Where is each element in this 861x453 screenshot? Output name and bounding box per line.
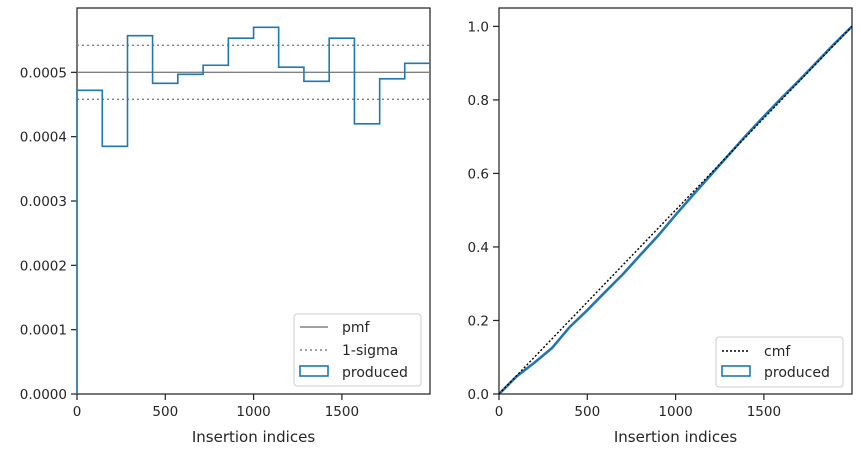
produced-cumulative-line [498, 25, 853, 395]
y-tick-label: 0.0003 [20, 194, 67, 210]
y-tick-label: 0.0001 [20, 323, 67, 339]
x-axis-label: Insertion indices [614, 428, 737, 446]
legend-produced-swatch [721, 365, 751, 377]
produced-histogram [76, 26, 430, 394]
x-tick-label: 1000 [236, 404, 270, 420]
y-tick-label: 0.2 [468, 313, 489, 329]
y-tick-label: 0.4 [468, 240, 489, 256]
y-tick-label: 0.0 [468, 387, 489, 403]
y-tick-label: 0.0002 [20, 258, 67, 274]
x-tick-label: 500 [574, 404, 600, 420]
x-tick-label: 1000 [658, 404, 692, 420]
x-tick-label: 0 [73, 404, 82, 420]
cdf-panel: 0 500 1000 1500 0.0 0.2 0.4 0.6 0.8 1.0 Insertion … [468, 7, 853, 446]
x-axis-label: Insertion indices [192, 428, 315, 446]
legend-produced-label: produced [764, 365, 830, 381]
legend-sigma-label: 1-sigma [342, 343, 398, 359]
x-tick-label: 0 [495, 404, 504, 420]
legend-produced-label: produced [342, 365, 408, 381]
legend-cmf-label: cmf [764, 344, 791, 360]
x-tick-label: 1500 [325, 404, 359, 420]
y-tick-label: 0.8 [468, 93, 489, 109]
y-tick-label: 1.0 [468, 19, 489, 35]
legend-produced-swatch [299, 365, 329, 377]
cmf-line [498, 25, 853, 395]
x-tick-label: 1500 [747, 404, 781, 420]
histogram-panel: 0 500 1000 1500 0.0000 0.0001 0.0002 0.0003 0.00… [20, 7, 431, 446]
legend-box [293, 313, 422, 387]
y-tick-label: 0.0000 [20, 387, 67, 403]
axes-frame [498, 7, 853, 395]
x-tick-label: 500 [152, 404, 178, 420]
y-tick-label: 0.6 [468, 166, 489, 182]
y-tick-label: 0.0004 [20, 130, 67, 146]
legend-pmf-label: pmf [342, 320, 371, 336]
y-tick-label: 0.0005 [20, 65, 67, 81]
legend-box [715, 336, 844, 388]
